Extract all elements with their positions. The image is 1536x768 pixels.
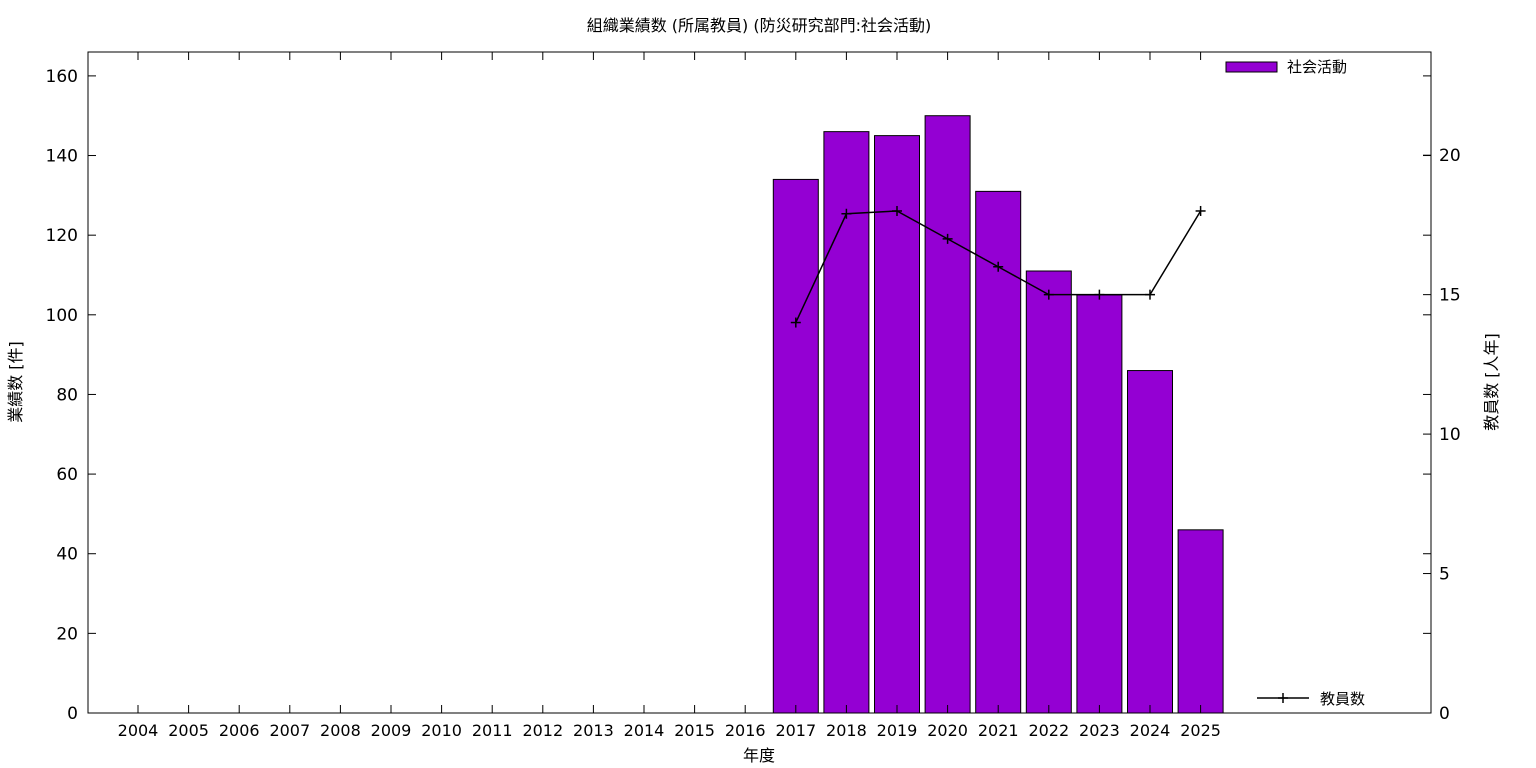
line-point xyxy=(1094,289,1105,300)
x-tick-label: 2017 xyxy=(775,721,816,740)
x-tick-label: 2021 xyxy=(978,721,1019,740)
bar xyxy=(1025,270,1072,714)
line-point xyxy=(1195,205,1206,216)
x-tick-label: 2011 xyxy=(472,721,513,740)
legend-line-label: 教員数 xyxy=(1320,690,1365,708)
bar xyxy=(1127,370,1173,714)
line-point xyxy=(1043,289,1054,300)
legend-bar-label: 社会活動 xyxy=(1287,58,1347,76)
y2-tick-label: 5 xyxy=(1439,565,1450,585)
x-tick-label: 2013 xyxy=(573,721,614,740)
bar xyxy=(975,190,1022,714)
line-point xyxy=(942,233,953,244)
bar xyxy=(823,131,870,714)
y-tick-label: 20 xyxy=(56,624,78,644)
line-layer xyxy=(790,205,1206,328)
bar xyxy=(1177,529,1224,714)
x-tick-label: 2014 xyxy=(624,721,665,740)
x-tick-label: 2019 xyxy=(877,721,918,740)
bar xyxy=(874,135,920,714)
bar xyxy=(1076,294,1123,714)
x-tick-label: 2007 xyxy=(269,721,310,740)
y-tick-label: 80 xyxy=(56,385,78,405)
bar xyxy=(924,115,971,714)
y-axis-right: 0 5 10 15 20 xyxy=(1423,146,1461,724)
plot-frame xyxy=(87,51,1432,714)
x-tick-label: 2020 xyxy=(927,721,968,740)
legend-bar: 社会活動 xyxy=(1225,58,1347,76)
x-axis: 2004 2005 2006 2007 2008 2009 2010 2011 2012 2013… xyxy=(118,52,1221,740)
y-tick-label: 160 xyxy=(46,67,78,87)
y-tick-label: 60 xyxy=(56,465,78,485)
line-point xyxy=(993,261,1004,272)
y-tick-label: 0 xyxy=(67,704,78,724)
x-tick-label: 2009 xyxy=(371,721,412,740)
x-tick-label: 2025 xyxy=(1180,721,1221,740)
x-tick-label: 2006 xyxy=(219,721,260,740)
y-axis-label: 業績数 [件] xyxy=(6,341,25,423)
x-tick-label: 2004 xyxy=(118,721,159,740)
line-point xyxy=(1145,289,1155,300)
x-axis-label: 年度 xyxy=(743,746,775,765)
y2-tick-label: 20 xyxy=(1439,146,1461,166)
line-point xyxy=(841,208,852,219)
y-tick-label: 140 xyxy=(46,147,78,167)
y2-tick-label: 15 xyxy=(1439,286,1461,306)
x-tick-label: 2012 xyxy=(522,721,563,740)
bars-layer xyxy=(772,115,1224,714)
x-tick-label: 2005 xyxy=(168,721,209,740)
bar xyxy=(772,178,819,714)
chart-title: 組織業績数 (所属教員) (防災研究部門:社会活動) xyxy=(587,16,932,35)
x-tick-label: 2024 xyxy=(1130,721,1171,740)
y-tick-label: 40 xyxy=(56,545,78,565)
y-tick-label: 100 xyxy=(46,306,78,326)
x-tick-label: 2022 xyxy=(1028,721,1069,740)
x-tick-label: 2016 xyxy=(725,721,766,740)
line-point xyxy=(892,205,902,216)
x-tick-label: 2023 xyxy=(1079,721,1120,740)
x-tick-label: 2008 xyxy=(320,721,361,740)
legend-line: 教員数 xyxy=(1257,690,1365,708)
y2-axis-label: 教員数 [人年] xyxy=(1482,333,1501,431)
x-tick-label: 2015 xyxy=(674,721,715,740)
legend-bar-swatch xyxy=(1225,61,1278,73)
y-axis-left: 0 20 40 60 80 100 120 140 160 xyxy=(46,67,1431,724)
y-tick-label: 120 xyxy=(46,226,78,246)
x-tick-label: 2010 xyxy=(421,721,462,740)
line-point xyxy=(790,317,801,328)
y2-tick-label: 10 xyxy=(1439,425,1461,445)
y2-tick-label: 0 xyxy=(1439,704,1450,724)
x-tick-label: 2018 xyxy=(826,721,867,740)
